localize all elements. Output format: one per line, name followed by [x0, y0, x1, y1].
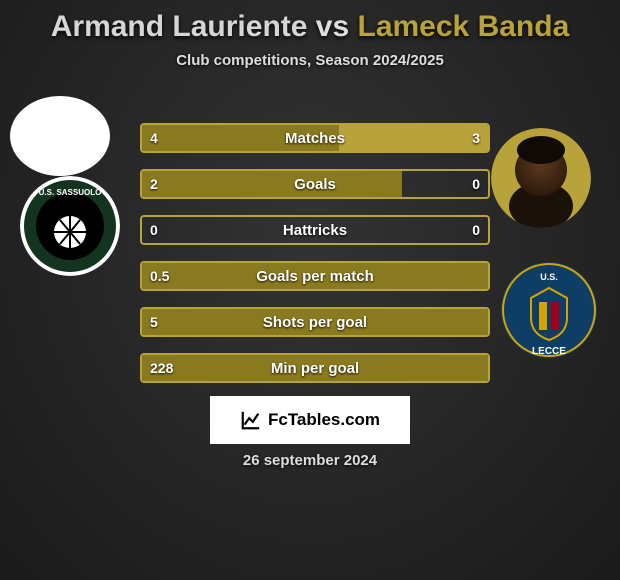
svg-text:LECCE: LECCE	[532, 346, 566, 357]
player-right-avatar	[491, 128, 591, 228]
stat-row: 00Hattricks	[140, 215, 490, 245]
player-left-name: Armand Lauriente	[51, 10, 308, 43]
club-left-badge: U.S. SASSUOLO	[20, 176, 120, 276]
brand-text: FcTables.com	[268, 410, 380, 430]
comparison-title: Armand Lauriente vs Lameck Banda	[0, 0, 620, 44]
stat-row: 228Min per goal	[140, 353, 490, 383]
stat-label: Min per goal	[140, 353, 490, 383]
stats-icon	[240, 409, 262, 431]
svg-text:U.S. SASSUOLO: U.S. SASSUOLO	[39, 188, 102, 197]
season-subtitle: Club competitions, Season 2024/2025	[0, 52, 620, 69]
stat-label: Goals	[140, 169, 490, 199]
stat-row: 5Shots per goal	[140, 307, 490, 337]
lecce-badge-icon: U.S. LECCE	[499, 260, 599, 360]
svg-text:U.S.: U.S.	[540, 272, 558, 282]
title-vs: vs	[307, 10, 357, 43]
sassuolo-badge-icon: U.S. SASSUOLO	[20, 176, 120, 276]
stat-label: Matches	[140, 123, 490, 153]
stats-chart: 43Matches 20Goals 00Hattricks 0.5Goals per …	[140, 123, 490, 399]
stat-row: 43Matches	[140, 123, 490, 153]
avatar-placeholder-icon	[491, 128, 591, 228]
snapshot-date: 26 september 2024	[0, 452, 620, 469]
stat-row: 0.5Goals per match	[140, 261, 490, 291]
player-right-name: Lameck Banda	[358, 10, 570, 43]
stat-label: Goals per match	[140, 261, 490, 291]
stat-label: Hattricks	[140, 215, 490, 245]
club-right-badge: U.S. LECCE	[499, 260, 599, 360]
stat-label: Shots per goal	[140, 307, 490, 337]
brand-box: FcTables.com	[210, 396, 410, 444]
stat-row: 20Goals	[140, 169, 490, 199]
player-left-avatar	[10, 96, 110, 176]
